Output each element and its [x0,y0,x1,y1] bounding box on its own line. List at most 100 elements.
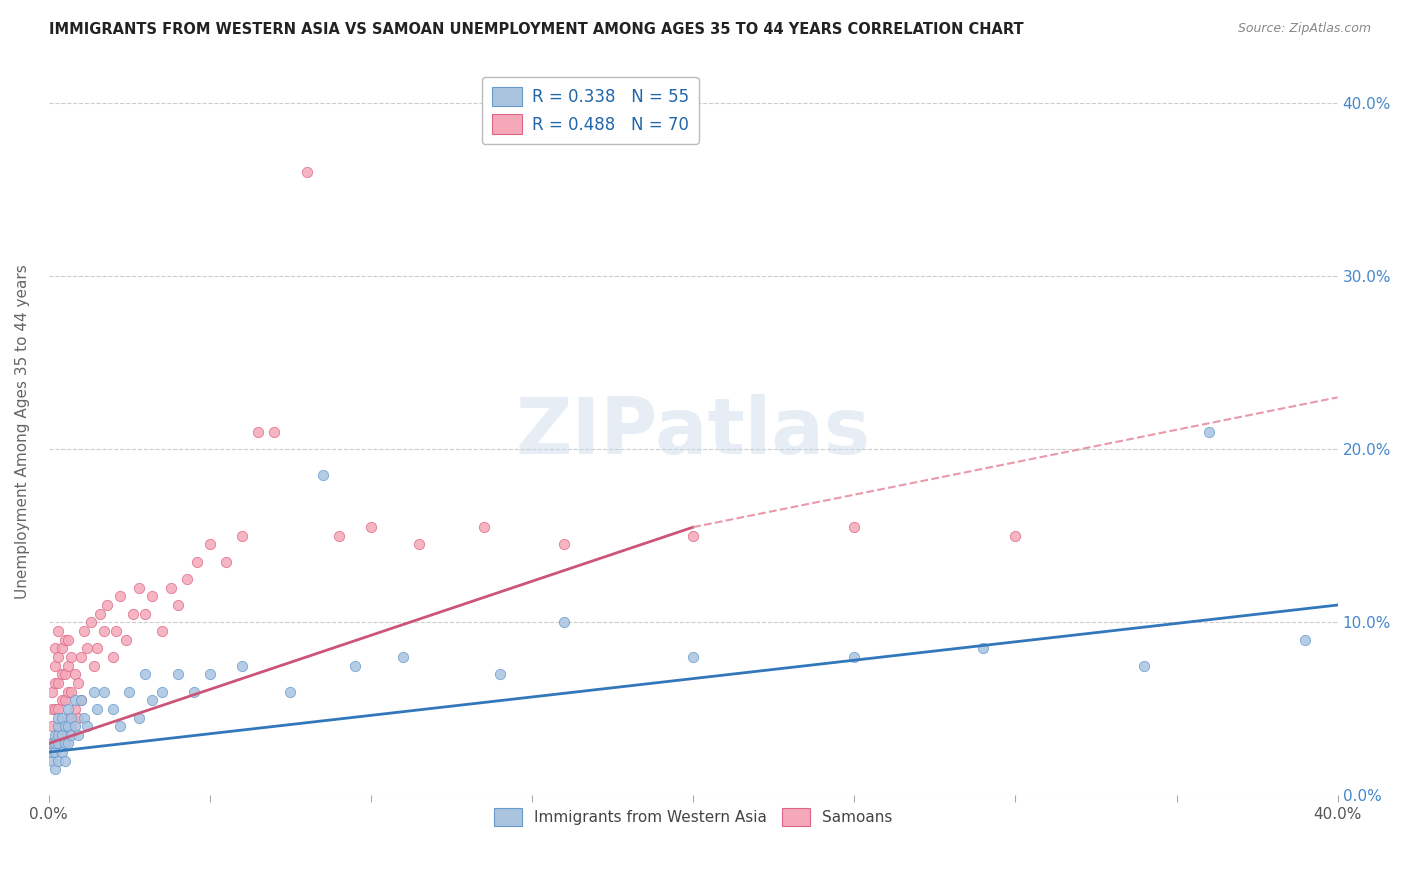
Point [60,684,83,698]
Point [150,684,173,698]
Point [108,719,131,733]
Point [76,719,98,733]
Point [231,658,253,673]
Point [60,719,83,733]
Point [247,425,270,439]
Point [128,581,150,595]
Point [51,728,73,742]
Point [553,615,575,630]
Point [108,590,131,604]
Point [280,684,302,698]
Point [176,572,198,586]
Point [41,736,63,750]
Point [60,649,83,664]
Point [682,529,704,543]
Point [198,667,221,681]
Point [263,425,285,439]
Point [48,719,70,733]
Point [48,754,70,768]
Point [682,649,704,664]
Point [56,719,79,733]
Point [844,649,866,664]
Point [215,555,238,569]
Point [105,624,128,638]
Point [73,624,96,638]
Point [41,745,63,759]
Point [89,607,111,621]
Point [63,702,86,716]
Point [103,702,125,716]
Point [48,728,70,742]
Point [41,736,63,750]
Text: Source: ZipAtlas.com: Source: ZipAtlas.com [1237,22,1371,36]
Point [48,624,70,638]
Point [360,520,382,534]
Point [53,667,76,681]
Point [48,702,70,716]
Point [70,649,93,664]
Point [63,667,86,681]
Point [392,649,415,664]
Point [44,745,66,759]
Point [76,641,98,656]
Point [134,667,156,681]
Point [1294,632,1316,647]
Point [44,763,66,777]
Point [408,537,430,551]
Point [53,736,76,750]
Point [1004,529,1026,543]
Point [198,537,221,551]
Legend: Immigrants from Western Asia, Samoans: Immigrants from Western Asia, Samoans [485,799,901,835]
Point [83,684,105,698]
Point [44,702,66,716]
Point [41,702,63,716]
Point [44,658,66,673]
Point [553,537,575,551]
Point [53,728,76,742]
Point [489,667,512,681]
Point [53,632,76,647]
Point [63,719,86,733]
Point [56,632,79,647]
Point [66,728,89,742]
Point [472,520,495,534]
Point [53,754,76,768]
Point [141,590,163,604]
Point [93,624,115,638]
Point [134,607,156,621]
Point [53,693,76,707]
Point [51,693,73,707]
Text: ZIPatlas: ZIPatlas [516,394,870,470]
Point [51,745,73,759]
Point [51,710,73,724]
Point [53,719,76,733]
Point [56,710,79,724]
Point [56,658,79,673]
Point [51,719,73,733]
Point [96,598,118,612]
Point [56,736,79,750]
Point [56,702,79,716]
Point [73,710,96,724]
Point [86,702,108,716]
Point [60,728,83,742]
Point [93,684,115,698]
Point [343,658,366,673]
Point [41,754,63,768]
Point [70,693,93,707]
Point [48,676,70,690]
Text: IMMIGRANTS FROM WESTERN ASIA VS SAMOAN UNEMPLOYMENT AMONG AGES 35 TO 44 YEARS CO: IMMIGRANTS FROM WESTERN ASIA VS SAMOAN U… [49,22,1024,37]
Point [41,719,63,733]
Point [44,641,66,656]
Point [41,684,63,698]
Point [83,658,105,673]
Point [150,624,173,638]
Point [160,581,183,595]
Point [115,632,138,647]
Point [186,555,208,569]
Point [51,641,73,656]
Point [231,529,253,543]
Point [48,710,70,724]
Point [48,649,70,664]
Point [51,667,73,681]
